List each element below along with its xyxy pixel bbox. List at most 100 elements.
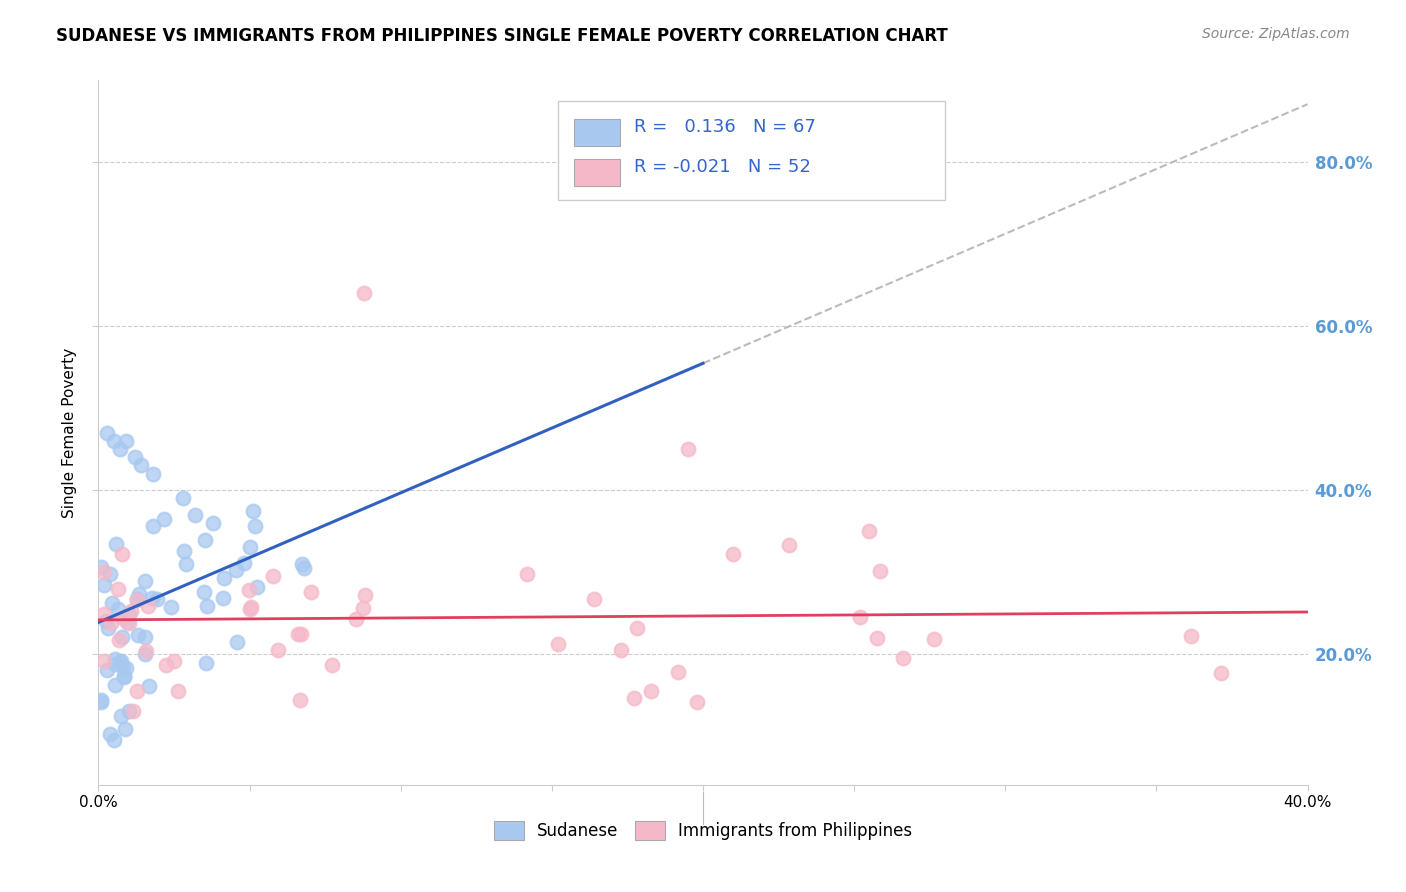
Point <box>287 627 309 641</box>
Point <box>582 591 605 606</box>
FancyBboxPatch shape <box>558 102 945 200</box>
Point <box>107 601 129 615</box>
Point <box>134 574 156 588</box>
Point <box>104 651 127 665</box>
Point <box>112 611 135 625</box>
FancyBboxPatch shape <box>574 119 620 145</box>
Point <box>194 533 217 547</box>
Point <box>172 491 194 505</box>
Point <box>225 635 247 649</box>
Point <box>865 631 887 645</box>
Point <box>103 434 125 448</box>
Point <box>135 644 157 658</box>
Point <box>125 593 148 607</box>
Point <box>299 584 322 599</box>
Point <box>173 543 195 558</box>
Point <box>121 704 143 718</box>
Point <box>848 610 870 624</box>
Point <box>134 647 156 661</box>
Point <box>290 627 312 641</box>
Point <box>142 467 165 481</box>
Text: Source: ZipAtlas.com: Source: ZipAtlas.com <box>1202 27 1350 41</box>
Point <box>112 670 135 684</box>
Point <box>626 621 648 635</box>
Point <box>246 580 269 594</box>
Point <box>869 564 891 578</box>
Point <box>101 597 124 611</box>
Point <box>353 588 375 602</box>
Point <box>146 592 169 607</box>
Point <box>267 642 290 657</box>
Point <box>288 693 311 707</box>
Point <box>114 434 136 448</box>
Point <box>93 578 115 592</box>
Point <box>212 571 235 585</box>
Point <box>104 657 127 671</box>
Point <box>609 642 631 657</box>
Point <box>111 630 134 644</box>
Point <box>352 601 374 615</box>
Point <box>547 637 569 651</box>
Point <box>125 684 148 698</box>
Point <box>195 599 218 613</box>
Point <box>129 458 152 473</box>
Point <box>94 614 117 628</box>
Point <box>118 607 141 621</box>
Text: R = -0.021   N = 52: R = -0.021 N = 52 <box>634 158 811 177</box>
Point <box>239 602 262 616</box>
Point <box>118 616 141 631</box>
Point <box>924 632 946 646</box>
Point <box>90 559 112 574</box>
Point <box>242 504 264 518</box>
Point <box>100 615 122 630</box>
Point <box>117 615 139 629</box>
Point <box>93 607 115 622</box>
Point <box>239 599 262 614</box>
Point <box>108 632 131 647</box>
Point <box>292 561 315 575</box>
Point <box>142 518 165 533</box>
Point <box>124 450 146 465</box>
Point <box>127 628 149 642</box>
Point <box>111 659 134 673</box>
Point <box>779 538 801 552</box>
Point <box>93 654 115 668</box>
Point <box>90 695 112 709</box>
Point <box>104 678 127 692</box>
Point <box>321 658 343 673</box>
Point <box>103 733 125 747</box>
Point <box>239 541 262 555</box>
Point <box>110 655 132 669</box>
Point <box>93 565 115 579</box>
Point <box>184 508 207 522</box>
Point <box>110 708 132 723</box>
Point <box>238 582 260 597</box>
Point <box>516 567 538 582</box>
Point <box>128 587 150 601</box>
Point <box>138 679 160 693</box>
FancyBboxPatch shape <box>574 159 620 186</box>
Point <box>111 547 134 561</box>
Point <box>193 584 215 599</box>
Point <box>640 684 662 698</box>
Point <box>160 600 183 615</box>
Point <box>721 547 744 561</box>
Point <box>110 654 132 668</box>
Point <box>118 704 141 718</box>
Point <box>96 663 118 677</box>
Point <box>90 693 112 707</box>
Point <box>155 657 177 672</box>
Point <box>136 599 159 613</box>
Point <box>163 654 186 668</box>
Point <box>174 558 197 572</box>
Point <box>141 591 163 606</box>
Point <box>262 569 284 583</box>
Point <box>676 442 699 456</box>
Point <box>96 425 118 440</box>
Point <box>225 563 247 577</box>
Point <box>858 524 880 538</box>
Text: R =   0.136   N = 67: R = 0.136 N = 67 <box>634 118 815 136</box>
Point <box>212 591 235 605</box>
Point <box>243 519 266 533</box>
Legend: Sudanese, Immigrants from Philippines: Sudanese, Immigrants from Philippines <box>486 814 920 847</box>
